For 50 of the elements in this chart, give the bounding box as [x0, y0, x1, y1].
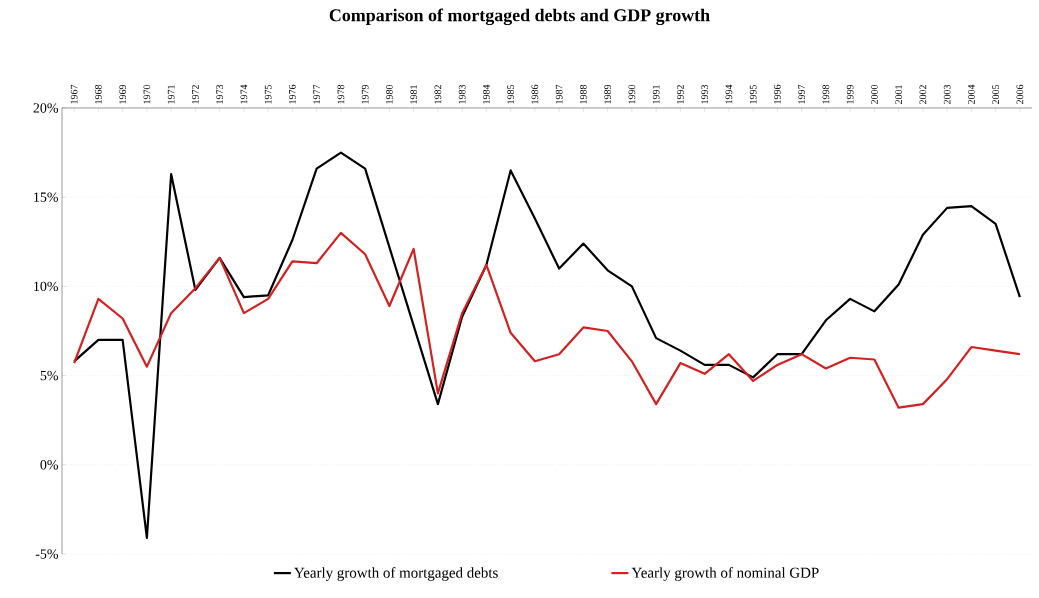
- x-tick-label: 1990: [628, 84, 636, 104]
- x-tick-label: 1974: [240, 84, 248, 104]
- x-tick-label: 2004: [968, 84, 975, 105]
- x-tick-label: 2003: [943, 84, 951, 105]
- x-tick-label: 1998: [822, 84, 830, 104]
- y-tick-label: 15%: [34, 192, 59, 202]
- x-tick-label: 1985: [507, 84, 514, 104]
- x-tick-label: 1976: [289, 84, 296, 104]
- legend-label: Yearly growth of mortgaged debts: [294, 567, 498, 581]
- x-tick-label: 1995: [749, 84, 757, 104]
- x-tick-label: 1973: [216, 84, 223, 104]
- x-tick-label: 1994: [725, 84, 733, 104]
- x-tick-label: 1980: [386, 84, 393, 104]
- x-tick-label: 1978: [337, 84, 345, 104]
- x-tick-label: 1968: [95, 84, 102, 104]
- y-tick-label: 5%: [40, 370, 59, 381]
- line-series: [73, 231, 1021, 409]
- x-tick-label: 1971: [167, 85, 175, 104]
- x-tick-label: 1969: [119, 84, 126, 104]
- x-tick-label: 1988: [580, 84, 587, 104]
- x-tick-label: 1979: [361, 84, 369, 104]
- x-tick-label: 1986: [531, 84, 539, 104]
- x-tick-label: 1991: [652, 85, 660, 104]
- x-tick-label: 1977: [313, 84, 320, 104]
- x-tick-label: 1967: [70, 84, 78, 104]
- legend-label: Yearly growth of nominal GDP: [631, 567, 819, 581]
- x-tick-label: 2006: [1016, 84, 1024, 105]
- x-tick-label: 1972: [192, 85, 199, 104]
- x-tick-label: 1989: [604, 84, 611, 104]
- chart-title: Comparison of mortgaged debts and GDP growth: [329, 8, 710, 26]
- x-tick-label: 1982: [434, 85, 442, 104]
- x-tick-label: 2001: [895, 85, 902, 105]
- x-tick-label: 1999: [846, 84, 854, 104]
- y-tick-label: 10%: [34, 281, 59, 292]
- x-tick-label: 1970: [143, 84, 151, 104]
- x-tick-label: 1993: [701, 84, 708, 104]
- x-tick-label: 1992: [677, 85, 684, 104]
- x-tick-label: 1984: [483, 84, 490, 104]
- x-tick-label: 1983: [458, 84, 466, 104]
- x-tick-label: 1996: [774, 84, 781, 104]
- x-tick-label: 1997: [798, 84, 805, 104]
- x-tick-label: 2002: [919, 85, 927, 105]
- y-tick-label: 0%: [40, 460, 59, 470]
- y-tick-label: 20%: [33, 103, 59, 113]
- x-tick-label: 1987: [555, 84, 563, 104]
- x-tick-label: 2005: [992, 84, 999, 105]
- x-tick-label: 1981: [410, 85, 417, 104]
- x-tick-label: 1975: [264, 84, 272, 104]
- y-tick-label: -5%: [35, 549, 59, 559]
- x-tick-label: 2000: [871, 84, 878, 105]
